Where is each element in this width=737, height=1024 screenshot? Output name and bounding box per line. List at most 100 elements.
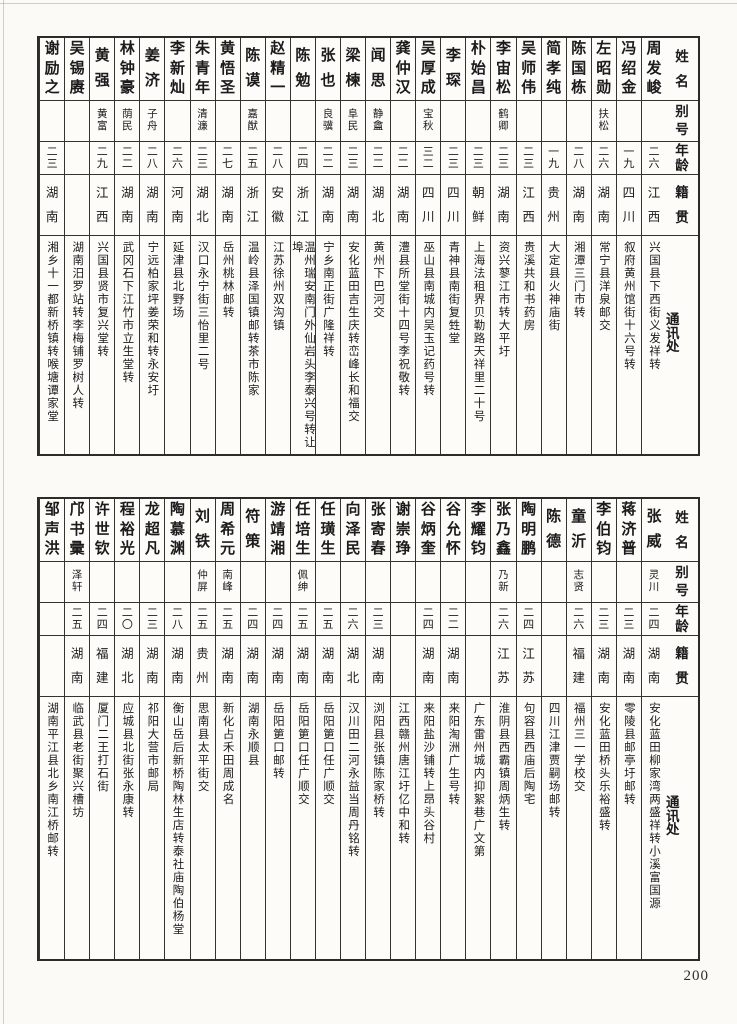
glyph: 李 (445, 47, 461, 64)
name-cell: 李宙松 (491, 38, 516, 101)
address-cell: 淮阴县西霸镇周炳生转 (491, 697, 515, 959)
address-text: 宁远柏家坪姜荣和转永安圩 (146, 241, 159, 397)
age-cell: 二四 (240, 603, 265, 636)
glyph: 九 (96, 157, 108, 170)
address-cell: 湖南永顺县 (241, 697, 265, 959)
glyph: 六 (171, 157, 183, 170)
glyph: 二 (121, 157, 133, 170)
name-cell: 李琛 (441, 38, 466, 101)
glyph: 湖 (497, 185, 510, 200)
glyph: 处 (666, 822, 680, 838)
address-cell: 岳阳筻口任广顺交 (316, 697, 340, 959)
address-cell: 广东雷州城内抑絮巷广文第 (466, 697, 490, 959)
glyph: 湖 (597, 185, 611, 200)
glyph: 处 (666, 339, 680, 355)
glyph: 二 (247, 606, 259, 619)
person-column: 张威灵川二四湖南安化蓝田柳家湾两盛祥转小溪富国源 (640, 499, 666, 959)
name-cell: 邝书彚 (65, 499, 90, 562)
age-cell: 二三 (40, 142, 65, 175)
name-cell: 谢励之 (40, 38, 65, 101)
glyph: 伯 (596, 521, 612, 538)
alias-cell (541, 562, 566, 603)
name-cell: 许世钦 (90, 499, 115, 562)
person-column: 赵精一二八安徽江苏徐州双沟镇 (264, 38, 290, 454)
origin-cell: 福建 (90, 636, 115, 697)
glyph: 湖 (321, 646, 335, 661)
person-column: 陈国栋二八湖南湘潭三门市转 (565, 38, 591, 454)
age-cell: 二二 (391, 142, 416, 175)
age-cell: 二三 (466, 142, 491, 175)
origin-cell: 湖南 (491, 175, 516, 236)
glyph: 三 (347, 157, 359, 170)
person-column: 吴师伟二三江西贵溪共和书药房 (515, 38, 541, 454)
glyph: 陈 (546, 508, 562, 525)
glyph: 慕 (169, 521, 185, 538)
glyph: 二 (322, 145, 334, 158)
glyph: 湖 (221, 646, 234, 661)
address-cell: 大定县火神庙街 (542, 236, 566, 454)
alias-cell: 佩绅 (290, 562, 315, 603)
glyph: 泽 (71, 570, 83, 581)
glyph: 〇 (121, 618, 133, 631)
origin-cell: 湖南 (315, 175, 340, 236)
address-cell: 叙府黄州馆街十六号转 (617, 236, 641, 454)
age-cell: 二四 (416, 603, 441, 636)
address-text: 广东雷州城内抑絮巷广文第 (472, 702, 485, 858)
origin-cell: 湖南 (140, 175, 165, 236)
glyph: 四 (247, 618, 259, 631)
glyph: 寄 (370, 521, 386, 538)
header-origin-label: 籍贯 (666, 636, 698, 697)
origin-cell: 安徽 (265, 175, 290, 236)
person-column: 谢励之二三湖南湘乡十一都新桥镇转喉塘谭家堂 (39, 38, 65, 454)
glyph: 静 (372, 109, 384, 120)
glyph: 松 (495, 79, 511, 96)
address-text: 淮阴县西霸镇周炳生转 (497, 702, 510, 832)
glyph: 湖 (221, 185, 234, 200)
name-cell: 龚仲汉 (391, 38, 416, 101)
glyph: 鹤 (498, 109, 509, 120)
header-column: 姓名别号年龄籍贯通讯处 (666, 499, 698, 959)
glyph: 荫 (122, 109, 133, 120)
age-cell: 二八 (265, 142, 290, 175)
glyph: 南 (597, 670, 611, 685)
address-cell: 应城县北街张永康转 (115, 697, 139, 959)
glyph: 贵 (196, 646, 209, 661)
age-cell (541, 603, 566, 636)
glyph: 湖 (121, 646, 134, 661)
address-cell: 岳州桃林邮转 (216, 236, 240, 454)
address-text: 贵溪共和书药房 (522, 241, 535, 332)
glyph: 北 (371, 209, 385, 224)
glyph: 名 (675, 534, 689, 550)
glyph: 二 (146, 145, 158, 158)
name-cell: 周发峻 (641, 38, 666, 101)
glyph: 南 (346, 209, 360, 224)
glyph: 湖 (422, 646, 435, 661)
origin-cell: 江西 (641, 175, 666, 236)
origin-cell: 湖南 (391, 175, 416, 236)
glyph: 南 (396, 209, 410, 224)
glyph: 舟 (147, 120, 158, 132)
name-cell: 谢崇琤 (391, 499, 416, 562)
person-column: 朱青年清濂二三湖北汉口永宁街三怡里二号 (189, 38, 215, 454)
glyph: 二 (347, 606, 359, 619)
person-column: 向泽民二六湖北汉川田二河永益当周丹铭转 (339, 499, 366, 959)
address-text: 湖南平江县北乡南江桥邮转 (46, 702, 59, 858)
person-column: 张也良骥二二湖南宁乡南正街广隆祥转 (314, 38, 340, 454)
glyph: 强 (94, 73, 110, 90)
origin-cell: 湖南 (315, 636, 340, 697)
glyph: 通 (666, 312, 680, 328)
address-cell: 祁阳大营市邮局 (140, 697, 164, 959)
address-cell: 句容县西庙后陶宅 (517, 697, 541, 959)
age-cell (65, 142, 90, 175)
name-cell: 李新灿 (165, 38, 190, 101)
glyph: 崇 (395, 521, 411, 538)
glyph: 年 (195, 79, 211, 96)
alias-cell: 良骥 (315, 101, 340, 142)
alias-cell (115, 562, 140, 603)
name-cell: 李耀钧 (466, 499, 491, 562)
address-text: 资兴蓼江市转大平圩 (497, 241, 510, 358)
glyph: 江 (522, 185, 535, 200)
glyph: 童 (571, 508, 587, 525)
name-cell: 邹声洪 (40, 499, 65, 562)
glyph: 南 (221, 209, 234, 224)
